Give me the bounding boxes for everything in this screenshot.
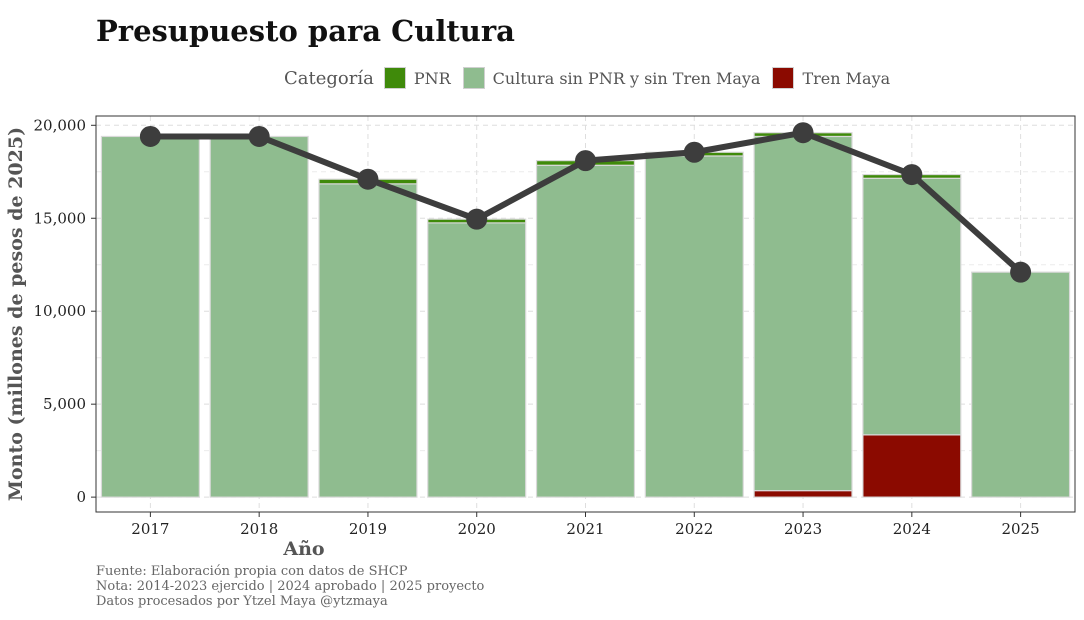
bar-2025-cultura-sin-pnr-y-sin-tren-maya xyxy=(971,271,1071,498)
bar-2024-cultura-sin-pnr-y-sin-tren-maya xyxy=(862,177,962,436)
x-tick-label-2024: 2024 xyxy=(893,520,931,538)
total-point-2018 xyxy=(248,125,270,147)
total-point-2020 xyxy=(466,208,488,230)
x-tick-label-2019: 2019 xyxy=(349,520,387,538)
y-tick-label-4: 20,000 xyxy=(34,116,87,134)
total-point-2019 xyxy=(357,168,379,190)
bar-2020-cultura-sin-pnr-y-sin-tren-maya xyxy=(427,222,527,498)
legend-label-pnr: PNR xyxy=(413,68,451,88)
bar-2017-cultura-sin-pnr-y-sin-tren-maya xyxy=(100,135,200,498)
caption-note: Nota: 2014-2023 ejercido | 2024 aprobado… xyxy=(96,579,485,594)
bar-2023-tren-maya xyxy=(753,490,853,498)
x-tick-label-2018: 2018 xyxy=(240,520,278,538)
caption: Fuente: Elaboración propia con datos de … xyxy=(96,564,484,609)
total-point-2024 xyxy=(901,164,923,186)
bar-2022-cultura-sin-pnr-y-sin-tren-maya xyxy=(644,155,744,498)
total-point-2025 xyxy=(1010,261,1032,283)
total-point-2022 xyxy=(683,141,705,163)
x-tick-label-2025: 2025 xyxy=(1002,520,1040,538)
x-tick-label-2020: 2020 xyxy=(458,520,496,538)
legend-title: Categoría xyxy=(284,67,374,89)
axis-layer: 0 5,000 10,000 15,000 20,000 2017 2018 2019 2020… xyxy=(34,116,1040,538)
bar-2021-cultura-sin-pnr-y-sin-tren-maya xyxy=(535,164,636,498)
legend-item-pnr: PNR xyxy=(383,67,451,89)
x-tick-label-2017: 2017 xyxy=(131,520,169,538)
y-tick-label-3: 15,000 xyxy=(34,209,87,227)
y-axis-label: Monto (millones de pesos de 2025) xyxy=(5,127,27,501)
total-point-2023 xyxy=(792,122,814,144)
chart-title: Presupuesto para Cultura xyxy=(96,14,515,48)
legend: Categoría PNR Cultura sin PNR y sin Tren… xyxy=(284,64,902,92)
x-tick-label-2022: 2022 xyxy=(675,520,713,538)
x-tick-label-2021: 2021 xyxy=(566,520,604,538)
caption-source: Fuente: Elaboración propia con datos de … xyxy=(96,564,408,579)
x-tick-label-2023: 2023 xyxy=(784,520,822,538)
legend-label-cultura: Cultura sin PNR y sin Tren Maya xyxy=(492,68,761,88)
bar-2019-cultura-sin-pnr-y-sin-tren-maya xyxy=(318,183,418,498)
x-axis-label: Año xyxy=(282,538,324,560)
legend-item-tren-maya: Tren Maya xyxy=(772,67,890,89)
total-point-2017 xyxy=(139,125,161,147)
bar-2018-cultura-sin-pnr-y-sin-tren-maya xyxy=(209,135,309,498)
legend-label-tren-maya: Tren Maya xyxy=(802,68,891,88)
bar-2023-cultura-sin-pnr-y-sin-tren-maya xyxy=(753,135,853,492)
y-tick-label-1: 5,000 xyxy=(43,395,86,413)
legend-swatch-cultura xyxy=(462,67,485,89)
legend-swatch-tren-maya xyxy=(772,67,795,89)
legend-item-cultura: Cultura sin PNR y sin Tren Maya xyxy=(462,67,761,89)
bar-2024-tren-maya xyxy=(862,434,962,498)
total-line-layer xyxy=(139,122,1032,283)
total-point-2021 xyxy=(575,150,596,172)
caption-credit: Datos procesados por Ytzel Maya @ytzmaya xyxy=(96,594,388,609)
y-tick-label-0: 0 xyxy=(76,488,86,506)
y-tick-label-2: 10,000 xyxy=(34,302,87,320)
bars-layer xyxy=(100,132,1071,498)
legend-swatch-pnr xyxy=(383,67,406,89)
